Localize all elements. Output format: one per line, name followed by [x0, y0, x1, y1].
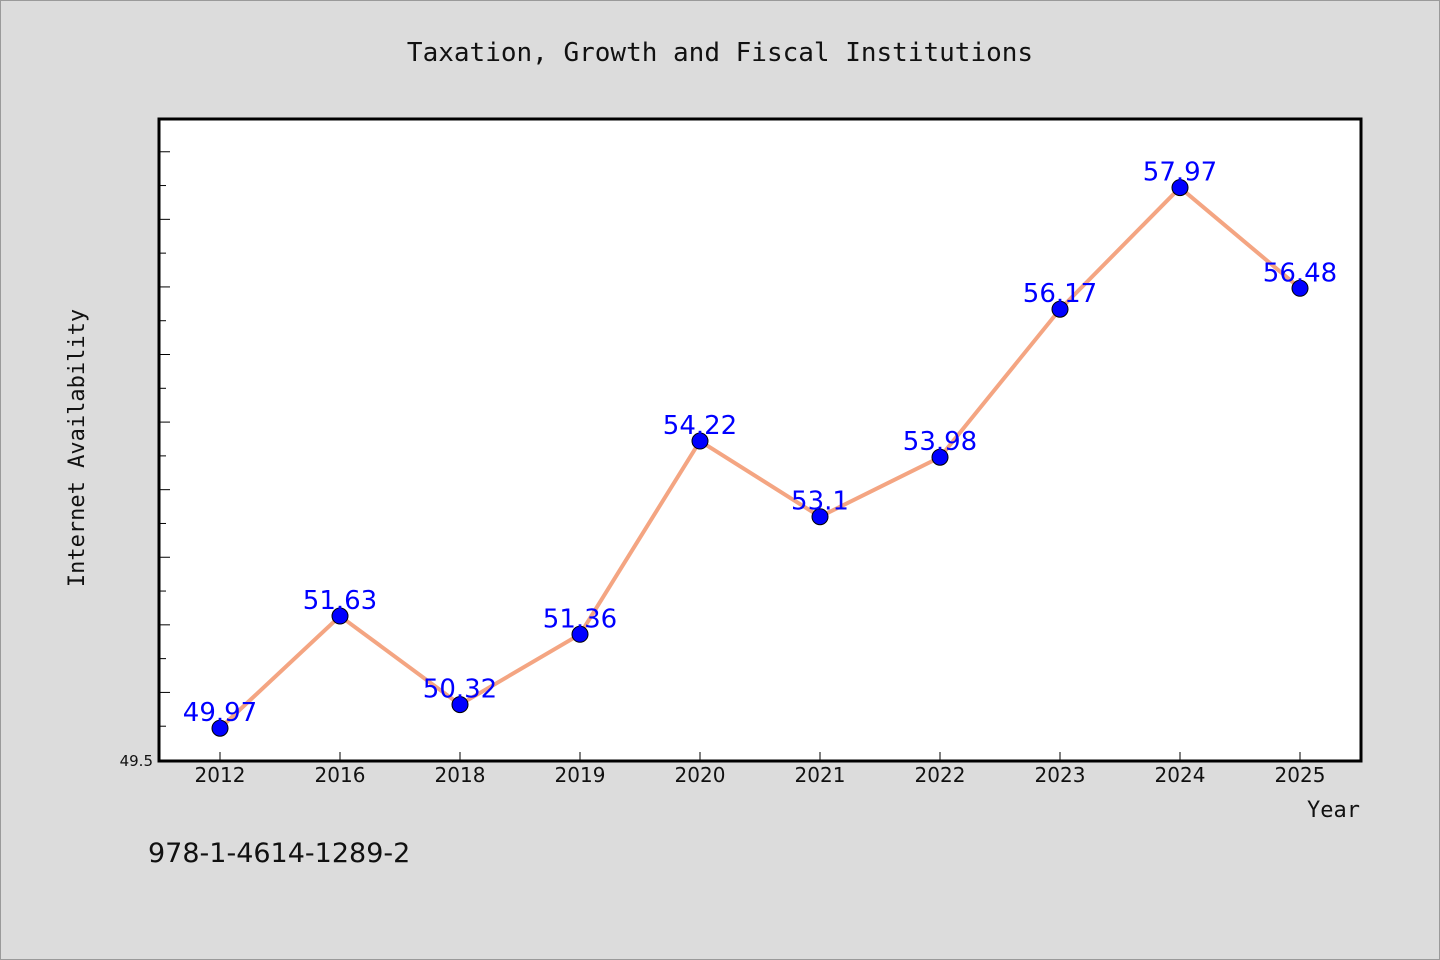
plot-area [157, 117, 1363, 763]
x-axis-ticks: 2012 2016 2018 2019 2020 2021 2022 2023 2024 2025 [195, 752, 1326, 787]
data-point [691, 432, 709, 450]
data-point [211, 719, 229, 737]
data-point [811, 508, 829, 526]
series-layer: 49.97 51.63 50.32 51.36 54.22 53.1 53.98 56.17 5… [183, 158, 1337, 737]
series-line [218, 185, 1302, 730]
data-point [1291, 279, 1309, 297]
data-label: 51.36 [543, 604, 617, 634]
x-tick-label: 2022 [915, 763, 966, 787]
data-label: 53.98 [903, 427, 977, 457]
data-point [571, 625, 589, 643]
x-tick-label: 2018 [435, 763, 486, 787]
data-point [331, 607, 349, 625]
chart-title: Taxation, Growth and Fiscal Institutions [407, 38, 1033, 68]
x-tick-label: 2025 [1275, 763, 1326, 787]
data-point [931, 448, 949, 466]
data-label: 54.22 [663, 411, 737, 441]
data-label: 56.48 [1263, 258, 1337, 288]
x-tick-label: 2024 [1155, 763, 1206, 787]
data-point [1171, 179, 1189, 197]
data-label: 53.1 [791, 487, 849, 517]
data-label: 50.32 [423, 675, 497, 705]
x-tick-label: 2012 [195, 763, 246, 787]
x-tick-label: 2023 [1035, 763, 1086, 787]
data-point [451, 696, 469, 714]
data-label: 57.97 [1143, 158, 1217, 188]
footer-isbn: 978-1-4614-1289-2 [148, 838, 410, 869]
x-tick-label: 2021 [795, 763, 846, 787]
data-point [1051, 300, 1069, 318]
y-axis-ticks [160, 151, 170, 761]
x-tick-label: 2016 [315, 763, 366, 787]
data-label: 51.63 [303, 586, 377, 616]
data-label: 56.17 [1023, 279, 1097, 309]
y-tick-label: 49.5 [120, 752, 153, 770]
y-axis-title: Internet Availability [65, 309, 90, 587]
x-tick-label: 2019 [555, 763, 606, 787]
data-label: 49.97 [183, 698, 257, 728]
x-tick-label: 2020 [675, 763, 726, 787]
x-axis-title: Year [1307, 798, 1360, 823]
